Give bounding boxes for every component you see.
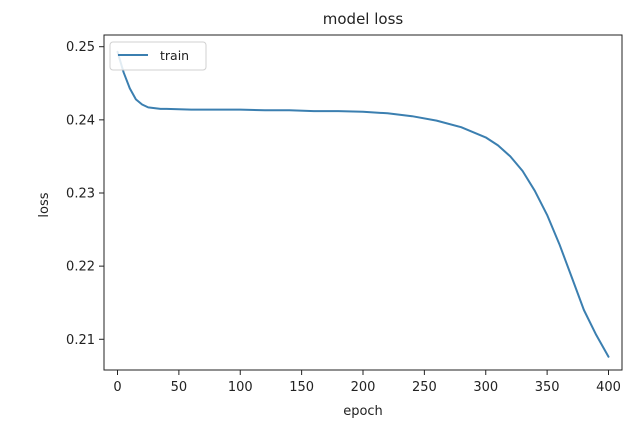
y-tick-label: 0.22 bbox=[66, 260, 95, 275]
chart-title: model loss bbox=[323, 10, 404, 28]
legend: train bbox=[109, 41, 207, 71]
x-tick-label: 200 bbox=[351, 380, 376, 395]
x-tick-label: 250 bbox=[412, 380, 437, 395]
x-tick-label: 150 bbox=[289, 380, 314, 395]
series-line-train bbox=[116, 50, 610, 358]
x-tick-label: 0 bbox=[113, 380, 121, 395]
x-tick-label: 300 bbox=[473, 380, 498, 395]
plot-area bbox=[103, 34, 623, 371]
y-tick-label: 0.21 bbox=[66, 333, 95, 348]
legend-label-train: train bbox=[160, 48, 189, 63]
x-tick-label: 400 bbox=[596, 380, 621, 395]
legend-frame bbox=[109, 41, 207, 71]
plot-frame bbox=[103, 34, 623, 371]
x-tick-label: 100 bbox=[228, 380, 253, 395]
x-tick-label: 350 bbox=[535, 380, 560, 395]
x-axis-title: epoch bbox=[343, 404, 383, 419]
x-tick-label: 50 bbox=[171, 380, 188, 395]
axis-ticks: 0 50 100 150 200 250 300 350 400 0.21 0.22 0.23 0.24… bbox=[66, 40, 621, 395]
y-tick-label: 0.24 bbox=[66, 113, 95, 128]
y-tick-label: 0.25 bbox=[66, 40, 95, 55]
y-axis-title: loss bbox=[37, 192, 52, 217]
y-tick-label: 0.23 bbox=[66, 186, 95, 201]
